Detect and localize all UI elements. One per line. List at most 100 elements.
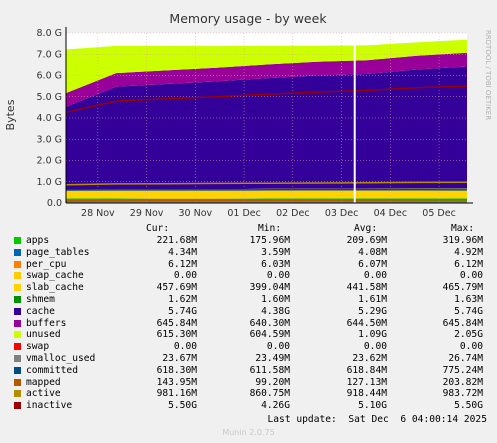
legend-swatch bbox=[14, 319, 21, 327]
legend-avg-value: 127.13M bbox=[346, 376, 387, 388]
area-buffers bbox=[66, 52, 467, 107]
legend-row-inactive: inactive 5.50G 4.26G 5.10G 5.50G bbox=[0, 400, 497, 412]
rrdtool-credit: RRDTOOL / TOBI OETIKER bbox=[484, 30, 492, 120]
legend-min-value: 4.26G bbox=[261, 400, 290, 412]
legend-max-value: 203.82M bbox=[442, 376, 483, 388]
x-tick-label: 03 Dec bbox=[325, 208, 359, 219]
legend-series-name: active bbox=[26, 388, 61, 400]
legend-max-value: 0.00 bbox=[459, 270, 483, 282]
plot-area: 0.0 1.0 G 2.0 G 3.0 G 4.0 G 5.0 G 6.0 G 7.0 G 8.… bbox=[37, 27, 473, 219]
legend-row-buffers: buffers 645.84M 640.30M 644.50M 645.84M bbox=[0, 318, 497, 330]
legend-max-value: 0.00 bbox=[459, 341, 483, 353]
chart-title: Memory usage - by week bbox=[169, 11, 327, 26]
legend-avg-value: 644.50M bbox=[346, 317, 387, 329]
legend-min-value: 611.58M bbox=[249, 364, 290, 376]
legend-cur-value: 221.68M bbox=[156, 235, 197, 246]
legend-series-name: slab_cache bbox=[26, 282, 84, 294]
legend-cur-value: 0.00 bbox=[173, 341, 197, 353]
legend-row-vmalloc-used: vmalloc_used 23.67M 23.49M 23.62M 26.74M bbox=[0, 353, 497, 365]
line-active bbox=[65, 181, 468, 186]
legend-swatch bbox=[14, 355, 21, 362]
legend-avg-value: 441.58M bbox=[346, 282, 387, 294]
legend-max-value: 645.84M bbox=[442, 317, 483, 329]
area-shmem bbox=[66, 188, 467, 190]
legend-max-value: 775.24M bbox=[442, 364, 483, 376]
legend-max-value: 2.05G bbox=[454, 329, 483, 341]
legend-max-value: 5.50G bbox=[454, 400, 483, 412]
legend-avg-value: 0.00 bbox=[363, 270, 387, 282]
y-tick-label: 4.0 G bbox=[37, 113, 63, 124]
legend-avg-value: 5.29G bbox=[358, 305, 387, 317]
legend-cur-value: 6.12M bbox=[168, 258, 197, 270]
legend-min-value: 6.03M bbox=[261, 258, 290, 270]
legend-row-page-tables: page_tables 4.34M 3.59M 4.08M 4.92M bbox=[0, 247, 497, 259]
area-slab-cache bbox=[66, 188, 467, 199]
legend-series-name: per_cpu bbox=[26, 258, 67, 270]
legend-series-name: page_tables bbox=[26, 246, 90, 258]
legend-swatch bbox=[14, 378, 21, 386]
legend-max-value: 5.74G bbox=[454, 305, 483, 317]
legend-swatch bbox=[14, 296, 21, 303]
y-axis-label: Bytes bbox=[4, 99, 17, 130]
legend-row-swap: swap 0.00 0.00 0.00 0.00 bbox=[0, 341, 497, 353]
legend-min-value: 640.30M bbox=[249, 317, 290, 329]
legend-row-cache: cache 5.74G 4.38G 5.29G 5.74G bbox=[0, 306, 497, 318]
legend-row-slab-cache: slab_cache 457.69M 399.04M 441.58M 465.79M bbox=[0, 282, 497, 294]
y-tick-label: 8.0 G bbox=[37, 28, 63, 39]
x-tick-label: 30 Nov bbox=[179, 208, 213, 219]
legend-series-name: unused bbox=[26, 329, 61, 341]
legend-cur-value: 23.67M bbox=[162, 353, 197, 364]
legend-min-value: 99.20M bbox=[255, 376, 290, 388]
legend-swatch bbox=[14, 307, 21, 315]
x-tick-label: 04 Dec bbox=[374, 208, 408, 219]
legend-avg-value: 209.69M bbox=[346, 235, 387, 246]
legend-series-name: swap_cache bbox=[26, 270, 84, 282]
last-update: Last update: Sat Dec 6 04:00:14 2025 bbox=[267, 414, 488, 425]
legend-row-swap-cache: swap_cache 0.00 0.00 0.00 0.00 bbox=[0, 270, 497, 282]
legend-swatch bbox=[14, 260, 21, 268]
legend-swatch bbox=[14, 237, 21, 244]
legend-max-value: 319.96M bbox=[442, 235, 483, 246]
legend-row-shmem: shmem 1.62M 1.60M 1.61M 1.63M bbox=[0, 294, 497, 306]
legend-max-value: 1.63M bbox=[454, 294, 483, 305]
legend-header-min: Min: bbox=[258, 223, 282, 234]
legend-cur-value: 5.50G bbox=[168, 400, 197, 412]
legend-avg-value: 0.00 bbox=[363, 341, 387, 353]
legend-series-name: inactive bbox=[26, 400, 73, 412]
legend-min-value: 4.38G bbox=[261, 305, 290, 317]
memory-usage-chart: Memory usage - by week Bytes RRDTOOL / T… bbox=[4, 11, 492, 219]
legend-swatch bbox=[14, 272, 21, 280]
y-tick-label: 3.0 G bbox=[37, 134, 63, 145]
legend-series-name: committed bbox=[26, 364, 78, 376]
legend-max-value: 6.12M bbox=[454, 258, 483, 270]
legend-min-value: 399.04M bbox=[249, 282, 290, 294]
legend-series-name: shmem bbox=[26, 294, 55, 305]
legend-min-value: 175.96M bbox=[249, 235, 290, 246]
legend-avg-value: 918.44M bbox=[346, 388, 387, 400]
legend-cur-value: 981.16M bbox=[156, 388, 197, 400]
legend-avg-value: 4.08M bbox=[358, 246, 387, 258]
munin-version-footer: Munin 2.0.75 bbox=[222, 428, 275, 437]
legend-avg-value: 1.09G bbox=[358, 329, 387, 341]
legend-header-max: Max: bbox=[451, 223, 475, 234]
legend-avg-value: 6.07M bbox=[358, 258, 387, 270]
y-tick-label: 6.0 G bbox=[37, 71, 63, 82]
legend-cur-value: 0.00 bbox=[173, 270, 197, 282]
legend-series-name: mapped bbox=[26, 376, 61, 388]
legend-swatch bbox=[14, 248, 21, 256]
y-tick-label: 7.0 G bbox=[37, 49, 63, 60]
legend-max-value: 26.74M bbox=[448, 353, 483, 364]
legend-series-name: buffers bbox=[26, 317, 67, 329]
legend-series-name: swap bbox=[26, 341, 50, 353]
legend-swatch bbox=[14, 390, 21, 398]
legend-row-unused: unused 615.30M 604.59M 1.09G 2.05G bbox=[0, 329, 497, 341]
legend-cur-value: 5.74G bbox=[168, 305, 197, 317]
legend-header-avg: Avg: bbox=[354, 223, 378, 234]
legend-row-active: active 981.16M 860.75M 918.44M 983.72M bbox=[0, 388, 497, 400]
legend-cur-value: 457.69M bbox=[156, 282, 197, 294]
legend-max-value: 983.72M bbox=[442, 388, 483, 400]
legend-row-committed: committed 618.30M 611.58M 618.84M 775.24M bbox=[0, 365, 497, 377]
x-tick-label: 02 Dec bbox=[276, 208, 310, 219]
legend-series-name: apps bbox=[26, 235, 50, 246]
legend-avg-value: 5.10G bbox=[358, 400, 387, 412]
